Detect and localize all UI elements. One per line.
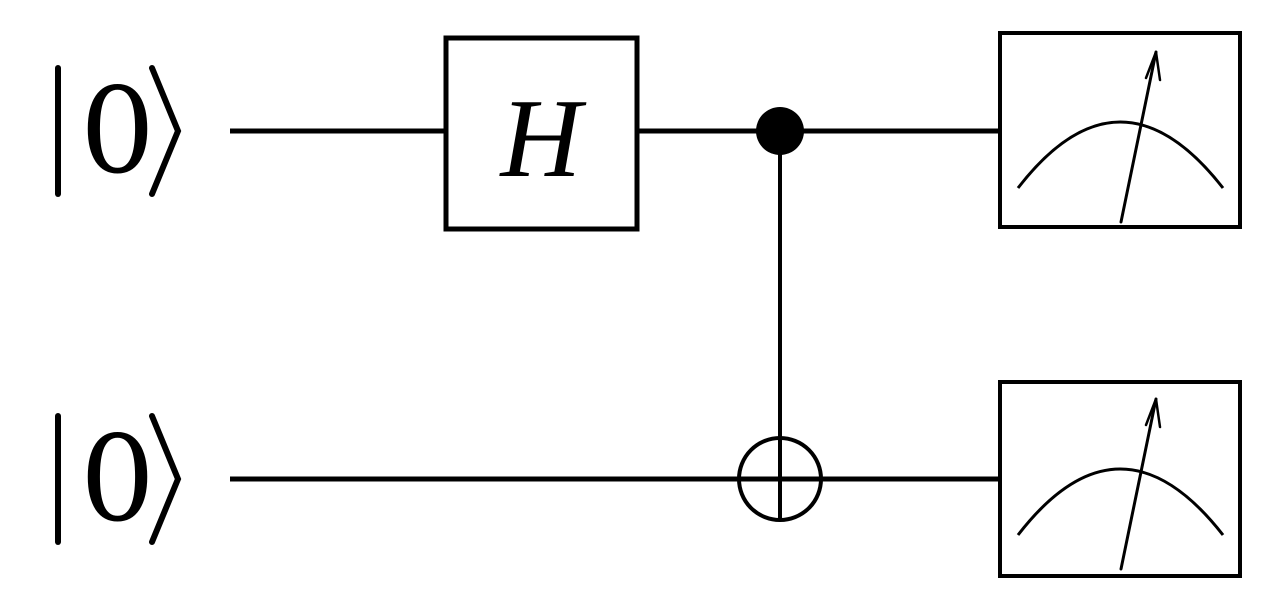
cnot-gate [737,107,823,522]
hadamard-gate: H [443,35,640,232]
measurement-1-meter-icon [998,380,1242,578]
qubit-1-state-label: 0 [80,410,155,548]
hadamard-gate-label: H [499,77,587,201]
qubit-0-ket: 0 [55,62,182,200]
qubit-0-state-label: 0 [80,62,155,200]
cnot-control-dot [756,107,804,155]
qubit-1-ket: 0 [55,410,182,548]
measurement-0-meter-icon [998,31,1242,229]
